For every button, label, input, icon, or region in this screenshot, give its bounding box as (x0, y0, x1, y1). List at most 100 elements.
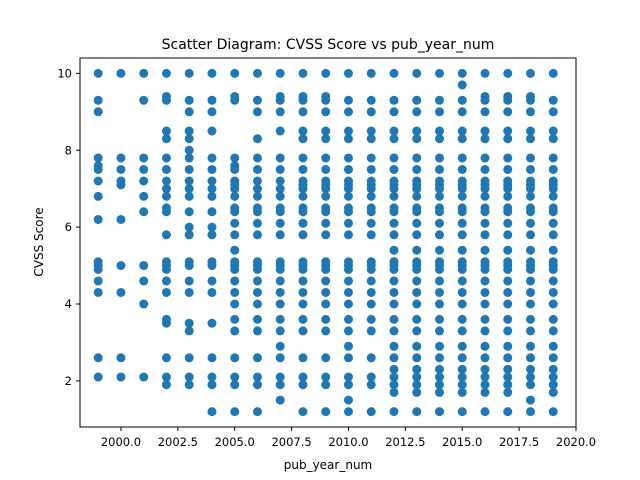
data-point (275, 68, 285, 78)
y-tick-label: 2 (65, 374, 72, 388)
data-point (275, 230, 285, 240)
data-point (275, 153, 285, 163)
data-point (548, 218, 558, 228)
data-point (343, 299, 353, 309)
data-point (412, 407, 422, 417)
x-tick-label: 2007.5 (271, 435, 311, 449)
data-point (366, 164, 376, 174)
data-point (116, 287, 126, 297)
data-point (480, 230, 490, 240)
data-point (412, 134, 422, 144)
data-point (526, 314, 535, 324)
data-point (457, 230, 467, 240)
data-point (321, 126, 331, 136)
data-point (116, 153, 126, 163)
data-point (366, 276, 376, 286)
data-point (139, 276, 149, 286)
data-point (389, 107, 399, 117)
data-point (343, 107, 353, 117)
data-point (434, 95, 444, 105)
data-point (116, 214, 126, 224)
data-point (526, 287, 535, 297)
data-point (434, 184, 444, 194)
data-point (412, 299, 422, 309)
data-point (161, 134, 171, 144)
data-point (321, 107, 331, 117)
data-point (343, 380, 353, 390)
data-point (526, 207, 535, 217)
data-point (184, 134, 194, 144)
data-point (252, 207, 262, 217)
data-point (230, 245, 240, 255)
data-point (275, 207, 285, 217)
data-point (161, 264, 171, 274)
data-point (503, 207, 513, 217)
data-point (503, 68, 513, 78)
data-point (161, 276, 171, 286)
data-point (457, 364, 467, 374)
data-point (526, 395, 535, 405)
data-point (366, 230, 376, 240)
data-point (412, 314, 422, 324)
data-point (161, 153, 171, 163)
data-point (503, 164, 513, 174)
data-point (412, 372, 422, 382)
scatter-points (93, 68, 558, 417)
data-point (526, 245, 535, 255)
data-point (526, 372, 535, 382)
data-point (548, 191, 558, 201)
data-point (298, 95, 308, 105)
data-point (480, 218, 490, 228)
data-point (252, 314, 262, 324)
data-point (321, 68, 331, 78)
data-point (343, 341, 353, 351)
data-point (184, 222, 194, 232)
data-point (434, 387, 444, 397)
data-point (389, 299, 399, 309)
data-point (389, 341, 399, 351)
data-point (480, 353, 490, 363)
data-point (503, 126, 513, 136)
data-point (161, 287, 171, 297)
data-point (503, 299, 513, 309)
data-point (457, 372, 467, 382)
data-point (207, 153, 217, 163)
data-point (207, 126, 217, 136)
data-point (161, 230, 171, 240)
data-point (457, 134, 467, 144)
x-tick-label: 2020.0 (556, 435, 596, 449)
x-tick-label: 2002.5 (158, 435, 198, 449)
data-point (252, 264, 262, 274)
x-tick-label: 2010.0 (328, 435, 368, 449)
data-point (503, 191, 513, 201)
data-point (184, 287, 194, 297)
data-point (93, 164, 103, 174)
data-point (252, 134, 262, 144)
data-point (457, 326, 467, 336)
data-point (389, 207, 399, 217)
data-point (93, 153, 103, 163)
data-point (298, 299, 308, 309)
data-point (412, 364, 422, 374)
data-point (548, 341, 558, 351)
data-point (252, 276, 262, 286)
data-point (548, 264, 558, 274)
data-point (184, 164, 194, 174)
data-point (526, 107, 535, 117)
data-point (184, 230, 194, 240)
data-point (389, 287, 399, 297)
data-point (93, 353, 103, 363)
data-point (526, 264, 535, 274)
data-point (116, 180, 126, 190)
data-point (389, 264, 399, 274)
data-point (93, 95, 103, 105)
data-point (161, 191, 171, 201)
data-point (298, 153, 308, 163)
data-point (548, 314, 558, 324)
data-point (480, 372, 490, 382)
data-point (412, 191, 422, 201)
data-point (230, 372, 240, 382)
data-point (230, 191, 240, 201)
data-point (389, 134, 399, 144)
data-point (252, 184, 262, 194)
